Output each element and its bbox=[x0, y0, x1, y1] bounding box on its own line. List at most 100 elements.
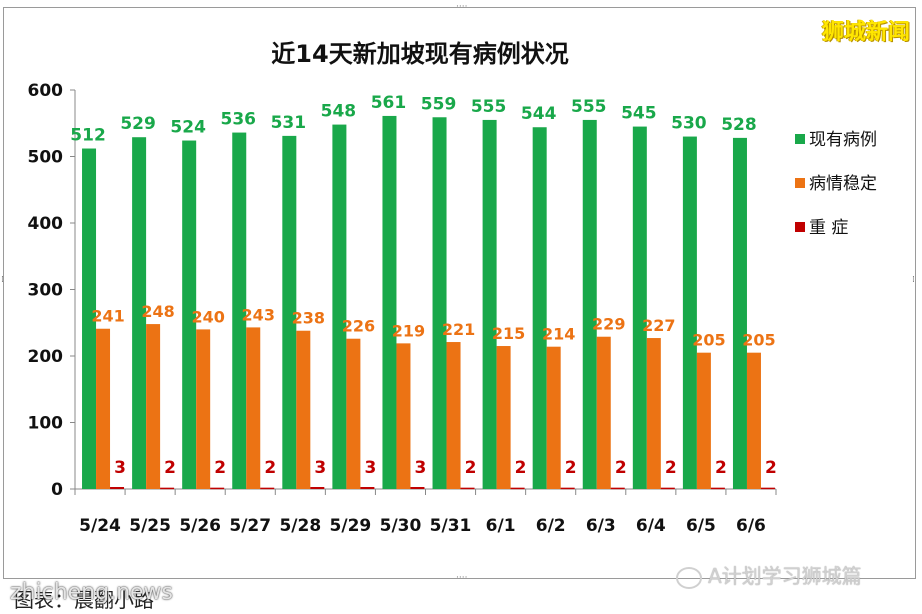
x-tick-label: 6/4 bbox=[636, 516, 666, 536]
bar-active bbox=[482, 119, 497, 490]
y-tick-label: 300 bbox=[28, 281, 64, 301]
bar-critical bbox=[410, 487, 425, 489]
x-tick-label: 5/24 bbox=[79, 516, 121, 536]
bar-stable bbox=[246, 327, 261, 489]
data-label: 215 bbox=[492, 324, 525, 343]
bar-critical bbox=[560, 487, 575, 490]
bar-stable bbox=[746, 352, 761, 489]
brand-logo-text: 狮城新闻 bbox=[821, 20, 910, 45]
x-tick-label: 5/27 bbox=[229, 516, 271, 536]
legend-swatch bbox=[795, 134, 805, 144]
data-label: 2 bbox=[214, 458, 226, 478]
bar-stable bbox=[646, 338, 661, 489]
bar-active bbox=[82, 148, 97, 489]
data-label: 2 bbox=[264, 458, 276, 478]
bar-active bbox=[732, 137, 747, 489]
data-label: 243 bbox=[242, 305, 275, 324]
x-tick-label: 6/1 bbox=[486, 516, 516, 536]
y-tick-label: 600 bbox=[28, 81, 64, 101]
data-label: 2 bbox=[515, 458, 527, 478]
y-tick-label: 0 bbox=[51, 480, 63, 500]
bar-critical bbox=[760, 487, 775, 490]
bar-stable bbox=[546, 346, 561, 489]
data-label: 2 bbox=[615, 458, 627, 478]
watermark: zhicheng.news bbox=[10, 580, 174, 605]
data-label: 528 bbox=[721, 115, 757, 135]
bar-active bbox=[382, 115, 397, 489]
data-label: 2 bbox=[164, 458, 176, 478]
data-label: 561 bbox=[371, 93, 407, 113]
bar-stable bbox=[596, 336, 611, 489]
legend-swatch bbox=[795, 178, 805, 188]
bar-stable bbox=[296, 330, 311, 489]
x-tick-label: 5/25 bbox=[129, 516, 171, 536]
x-tick-label: 6/5 bbox=[686, 516, 716, 536]
data-label: 248 bbox=[141, 302, 174, 321]
x-tick-label: 5/30 bbox=[380, 516, 422, 536]
y-tick-label: 200 bbox=[28, 347, 64, 367]
bar-active bbox=[682, 136, 697, 490]
data-label: 205 bbox=[742, 331, 775, 350]
wechat-account: A计划学习狮城篇 bbox=[676, 560, 862, 589]
bar-critical bbox=[260, 487, 275, 490]
legend-label: 病情稳定 bbox=[809, 174, 877, 194]
bar-stable bbox=[396, 343, 411, 489]
data-label: 536 bbox=[221, 110, 257, 130]
bar-active bbox=[632, 126, 647, 489]
bar-critical bbox=[310, 487, 325, 489]
x-tick-label: 5/29 bbox=[330, 516, 372, 536]
bar-critical bbox=[710, 487, 725, 490]
x-tick-label: 5/31 bbox=[430, 516, 472, 536]
x-tick-label: 5/26 bbox=[179, 516, 221, 536]
data-label: 241 bbox=[91, 307, 124, 326]
bar-critical bbox=[610, 487, 625, 490]
x-tick-label: 5/28 bbox=[279, 516, 321, 536]
resize-handle-top[interactable]: ···· bbox=[456, 2, 468, 12]
legend-swatch bbox=[795, 222, 805, 232]
data-label: 559 bbox=[421, 94, 457, 114]
resize-handle-right[interactable]: ⁞ bbox=[912, 275, 915, 285]
data-label: 240 bbox=[191, 307, 224, 326]
data-label: 2 bbox=[715, 458, 727, 478]
data-label: 545 bbox=[621, 104, 657, 124]
data-label: 221 bbox=[442, 320, 475, 339]
resize-handle-bottom[interactable]: ···· bbox=[456, 573, 468, 583]
bar-critical bbox=[660, 487, 675, 490]
data-label: 227 bbox=[642, 316, 675, 335]
data-label: 548 bbox=[321, 102, 357, 122]
bar-stable bbox=[96, 328, 111, 489]
y-tick-label: 400 bbox=[28, 214, 64, 234]
data-label: 238 bbox=[292, 309, 325, 328]
bar-stable bbox=[696, 352, 711, 489]
bar-stable bbox=[196, 329, 211, 489]
data-label: 544 bbox=[521, 104, 557, 124]
data-label: 205 bbox=[692, 331, 725, 350]
bar-critical bbox=[110, 487, 125, 489]
data-label: 524 bbox=[170, 118, 206, 138]
bar-critical bbox=[460, 487, 475, 490]
bar-stable bbox=[496, 346, 511, 489]
bar-stable bbox=[146, 324, 161, 489]
data-label: 219 bbox=[392, 321, 425, 340]
legend-label: 重 症 bbox=[809, 218, 848, 238]
resize-handle-left[interactable]: ⁞ bbox=[1, 275, 4, 285]
bar-critical bbox=[160, 487, 175, 490]
y-tick-label: 100 bbox=[28, 414, 64, 434]
bar-active bbox=[132, 137, 147, 489]
wechat-account-label: A计划学习狮城篇 bbox=[708, 564, 862, 588]
chart-title: 近14天新加坡现有病例状况 bbox=[271, 40, 569, 68]
data-label: 226 bbox=[342, 317, 375, 336]
bar-active bbox=[232, 132, 247, 489]
bar-critical bbox=[360, 487, 375, 489]
x-tick-label: 6/6 bbox=[736, 516, 766, 536]
data-label: 2 bbox=[565, 458, 577, 478]
data-label: 3 bbox=[364, 458, 376, 478]
x-tick-label: 6/3 bbox=[586, 516, 616, 536]
x-tick-label: 6/2 bbox=[536, 516, 566, 536]
y-tick-label: 500 bbox=[28, 148, 64, 168]
bar-active bbox=[332, 124, 347, 489]
data-label: 229 bbox=[592, 315, 625, 334]
data-label: 555 bbox=[471, 97, 507, 117]
data-label: 3 bbox=[114, 458, 126, 478]
